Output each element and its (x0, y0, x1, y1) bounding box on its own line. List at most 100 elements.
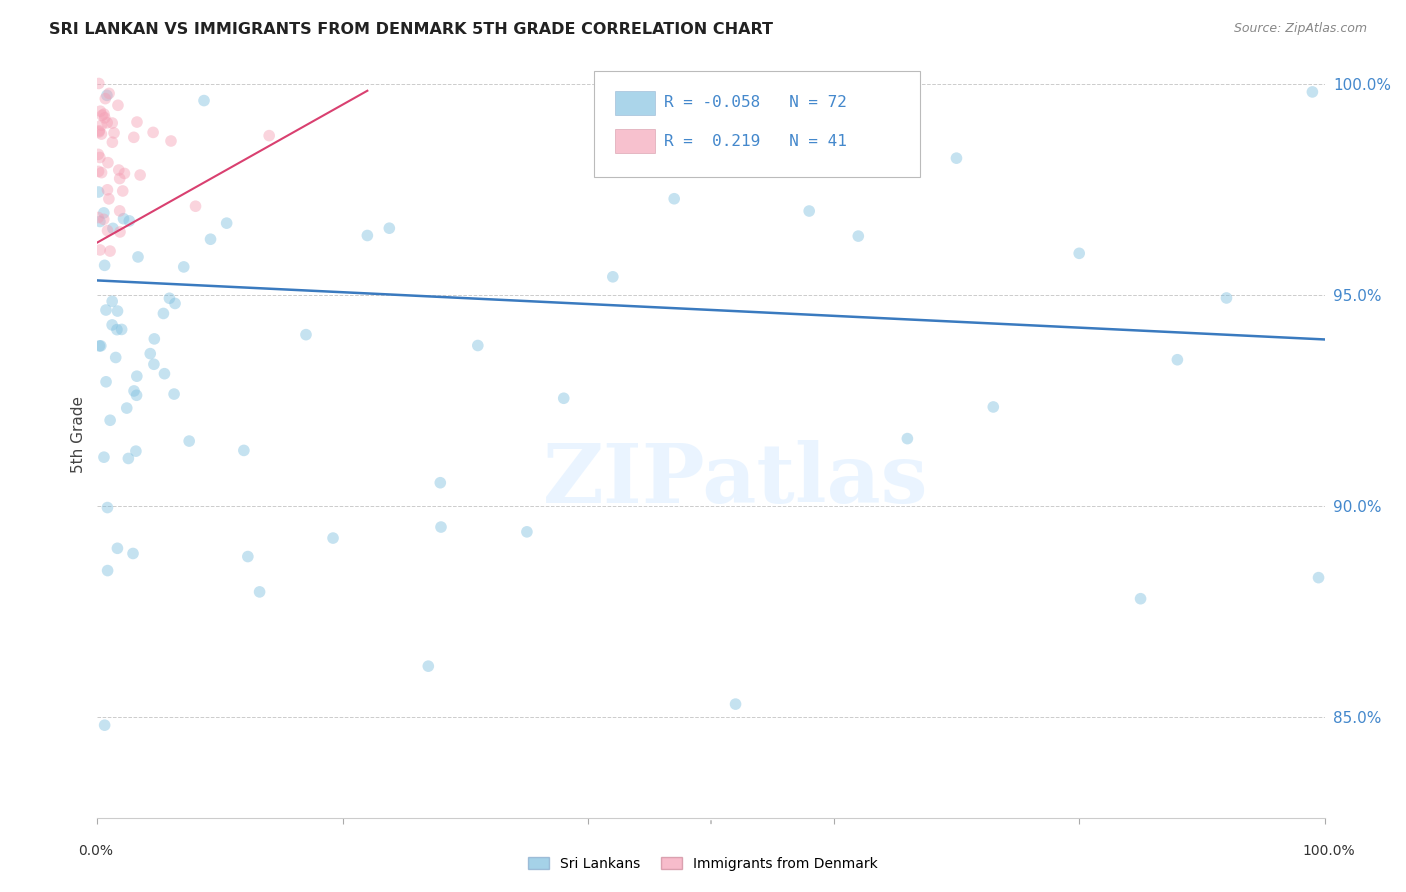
Point (101, 318, 124, 332)
Point (97, 155, 120, 169)
Point (139, 346, 162, 360)
Point (87, 211, 110, 225)
Point (87, 147, 110, 161)
Point (94, 92, 117, 106)
Point (1308, 571, 1330, 585)
Point (112, 211, 135, 226)
Point (215, 216, 238, 230)
Point (98, 87, 121, 101)
Point (160, 134, 183, 148)
Point (418, 659, 440, 673)
Point (125, 115, 148, 129)
Point (724, 697, 747, 711)
Point (91, 108, 114, 122)
Point (664, 192, 686, 206)
Point (295, 327, 318, 342)
Point (129, 168, 152, 182)
Point (96, 500, 118, 515)
Point (93, 107, 115, 121)
Point (108, 203, 131, 218)
Point (1069, 246, 1091, 260)
Point (152, 306, 174, 320)
Point (467, 338, 489, 352)
Point (98, 244, 121, 258)
Point (111, 184, 134, 198)
Point (179, 434, 201, 448)
Point (122, 130, 145, 145)
Point (1301, 85, 1323, 99)
Point (89, 104, 111, 119)
Point (107, 541, 129, 556)
Point (602, 269, 624, 284)
Text: Source: ZipAtlas.com: Source: ZipAtlas.com (1233, 22, 1367, 36)
Point (249, 585, 271, 599)
Point (87, 185, 110, 199)
Point (93, 718, 115, 732)
Point (896, 432, 918, 446)
Point (90, 118, 112, 132)
Point (945, 151, 967, 165)
Point (108, 225, 131, 239)
Y-axis label: 5th Grade: 5th Grade (72, 396, 86, 473)
Point (93, 258, 115, 272)
Point (105, 323, 128, 337)
Point (118, 214, 141, 228)
Point (257, 128, 280, 143)
Point (115, 401, 138, 415)
Point (143, 332, 166, 346)
Point (108, 171, 131, 186)
Point (94, 303, 117, 318)
Point (127, 250, 149, 264)
Legend: Sri Lankans, Immigrants from Denmark: Sri Lankans, Immigrants from Denmark (523, 851, 883, 876)
Text: 0.0%: 0.0% (79, 844, 112, 857)
Point (125, 444, 148, 458)
Point (96, 116, 118, 130)
Point (322, 531, 344, 545)
FancyBboxPatch shape (616, 129, 655, 153)
Point (90, 166, 112, 180)
Point (96, 224, 118, 238)
Point (94, 375, 117, 389)
Point (122, 384, 145, 398)
Point (90, 339, 112, 353)
FancyBboxPatch shape (616, 91, 655, 115)
Point (1166, 352, 1188, 367)
Point (114, 166, 136, 180)
Text: 100.0%: 100.0% (1302, 844, 1355, 857)
Point (516, 524, 538, 539)
Point (93, 206, 115, 220)
Point (107, 304, 129, 318)
Point (356, 228, 378, 243)
Text: R =  0.219   N = 41: R = 0.219 N = 41 (665, 134, 848, 149)
Point (93, 450, 115, 465)
Point (159, 291, 181, 305)
Point (1129, 591, 1152, 606)
Point (981, 400, 1004, 414)
Text: R = -0.058   N = 72: R = -0.058 N = 72 (665, 95, 848, 111)
Point (98, 413, 121, 427)
Point (87, 77, 110, 91)
FancyBboxPatch shape (595, 71, 920, 178)
Point (163, 387, 186, 401)
Point (89, 339, 111, 353)
Point (117, 451, 139, 466)
Point (87, 125, 110, 139)
Point (200, 232, 222, 246)
Point (94, 111, 117, 125)
Point (89, 151, 111, 165)
Point (89, 124, 111, 138)
Point (107, 163, 129, 178)
Point (96, 88, 118, 103)
Point (103, 126, 125, 140)
Point (122, 547, 145, 561)
Point (125, 369, 148, 384)
Point (87, 164, 110, 178)
Point (553, 391, 575, 405)
Point (163, 296, 186, 310)
Point (96, 183, 118, 197)
Point (111, 322, 134, 336)
Point (429, 475, 451, 490)
Text: ZIPatlas: ZIPatlas (543, 441, 928, 520)
Point (153, 367, 176, 381)
Point (107, 98, 129, 112)
